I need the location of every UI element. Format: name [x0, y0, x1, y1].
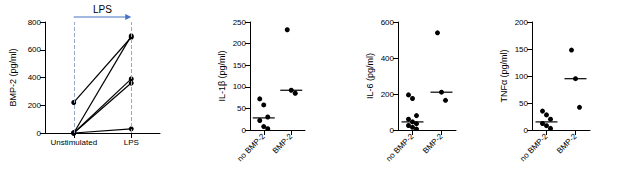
svg-text:400: 400	[381, 54, 395, 63]
svg-text:no BMP-2: no BMP-2	[384, 131, 416, 163]
svg-text:0: 0	[242, 126, 247, 135]
svg-text:no BMP-2: no BMP-2	[518, 131, 550, 163]
svg-text:100: 100	[233, 82, 247, 91]
svg-text:50: 50	[519, 99, 528, 108]
svg-text:BMP-2 (pg/ml): BMP-2 (pg/ml)	[8, 48, 18, 106]
svg-text:150: 150	[233, 61, 247, 70]
svg-text:0: 0	[524, 126, 529, 135]
svg-text:BMP-2: BMP-2	[271, 131, 295, 155]
svg-text:100: 100	[515, 72, 529, 81]
svg-text:BMP-2: BMP-2	[421, 131, 445, 155]
svg-text:200: 200	[233, 39, 247, 48]
svg-text:400: 400	[28, 73, 42, 82]
svg-text:LPS: LPS	[93, 4, 112, 15]
svg-text:800: 800	[28, 18, 42, 27]
svg-text:BMP-2: BMP-2	[555, 131, 579, 155]
svg-text:IL-1β (pg/ml): IL-1β (pg/ml)	[217, 50, 227, 101]
svg-text:250: 250	[233, 18, 247, 27]
svg-text:no BMP-2: no BMP-2	[235, 131, 267, 163]
svg-text:200: 200	[515, 18, 529, 27]
svg-text:600: 600	[28, 45, 42, 54]
svg-text:200: 200	[381, 90, 395, 99]
svg-text:IL-6 (pg/ml): IL-6 (pg/ml)	[365, 53, 375, 99]
svg-text:TNFα (pg/ml): TNFα (pg/ml)	[499, 49, 509, 102]
svg-text:200: 200	[28, 101, 42, 110]
svg-text:LPS: LPS	[124, 138, 139, 147]
svg-text:0: 0	[37, 129, 42, 138]
svg-text:600: 600	[381, 18, 395, 27]
svg-text:Unstimulated: Unstimulated	[50, 138, 97, 147]
svg-text:50: 50	[237, 104, 246, 113]
svg-text:150: 150	[515, 45, 529, 54]
svg-text:0: 0	[390, 126, 395, 135]
